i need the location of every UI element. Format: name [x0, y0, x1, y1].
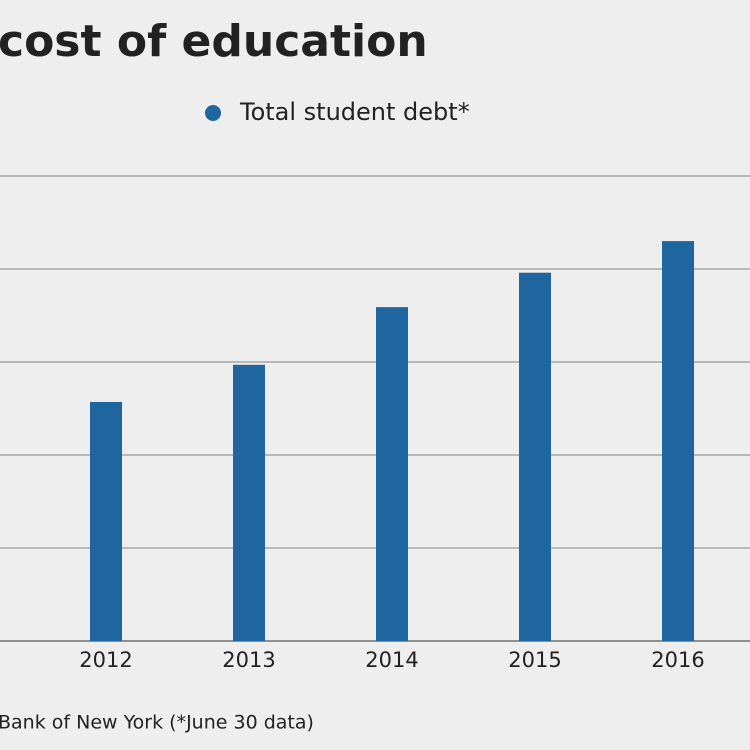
bar: [233, 364, 265, 641]
x-tick-label: 2013: [222, 648, 275, 672]
bar: [519, 272, 551, 641]
x-tick-label: 2012: [79, 648, 132, 672]
x-tick-label: 2014: [365, 648, 418, 672]
bar: [376, 307, 408, 641]
bar: [662, 241, 694, 641]
chart-title: cost of education: [0, 16, 428, 67]
source-note: Bank of New York (*June 30 data): [0, 712, 314, 734]
legend-label: Total student debt*: [239, 98, 470, 126]
bar: [90, 401, 122, 641]
x-tick-label: 2016: [651, 648, 704, 672]
legend-marker: [205, 105, 221, 121]
x-tick-label: 2015: [508, 648, 561, 672]
